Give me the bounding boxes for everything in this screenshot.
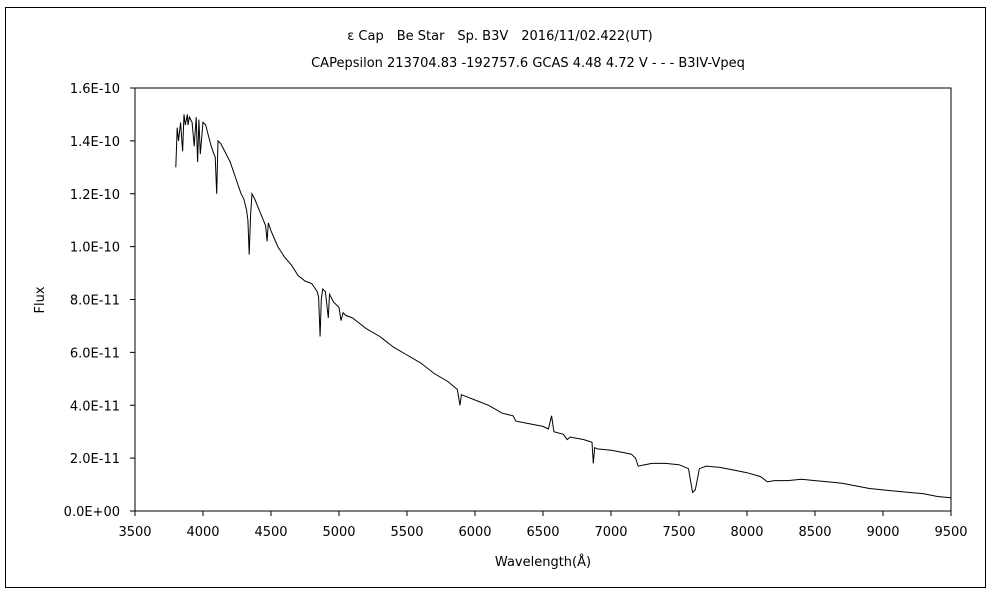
x-tick-label: 8000 <box>730 525 763 540</box>
plot-area <box>134 87 952 512</box>
y-tick-label: 1.4E-10 <box>70 135 120 150</box>
y-tick-label: 1.0E-10 <box>70 241 120 256</box>
y-axis: 0.0E+00 2.0E-11 4.0E-11 6.0E-11 8.0E-11 1.0E-… <box>64 82 135 520</box>
x-axis: 3500 4000 4500 5000 5500 6000 6500 7000 7500 8000… <box>118 511 968 540</box>
x-tick-label: 5500 <box>390 525 423 540</box>
y-axis-label: Flux <box>33 286 48 313</box>
x-tick-label: 7500 <box>662 525 695 540</box>
y-tick-label: 1.6E-10 <box>70 82 120 97</box>
y-tick-label: 2.0E-11 <box>70 452 120 467</box>
x-tick-label: 7000 <box>594 525 627 540</box>
x-tick-label: 4000 <box>186 525 219 540</box>
x-tick-label: 6000 <box>458 525 491 540</box>
x-tick-label: 5000 <box>322 525 355 540</box>
chart-title: ε Cap Be Star Sp. B3V 2016/11/02.422(UT) <box>347 29 653 44</box>
y-tick-label: 6.0E-11 <box>70 346 120 361</box>
y-tick-label: 8.0E-11 <box>70 294 120 309</box>
x-tick-label: 9000 <box>866 525 899 540</box>
x-tick-label: 6500 <box>526 525 559 540</box>
x-axis-label: Wavelength(Å) <box>495 554 591 570</box>
y-tick-label: 4.0E-11 <box>70 399 120 414</box>
x-tick-label: 4500 <box>254 525 287 540</box>
x-tick-label: 8500 <box>798 525 831 540</box>
y-tick-label: 1.2E-10 <box>70 188 120 203</box>
x-tick-label: 9500 <box>934 525 967 540</box>
chart-subtitle: CAPepsilon 213704.83 -192757.6 GCAS 4.48… <box>311 56 745 71</box>
y-tick-label: 0.0E+00 <box>64 505 120 520</box>
x-tick-label: 3500 <box>118 525 151 540</box>
spectrum-line <box>175 114 952 499</box>
